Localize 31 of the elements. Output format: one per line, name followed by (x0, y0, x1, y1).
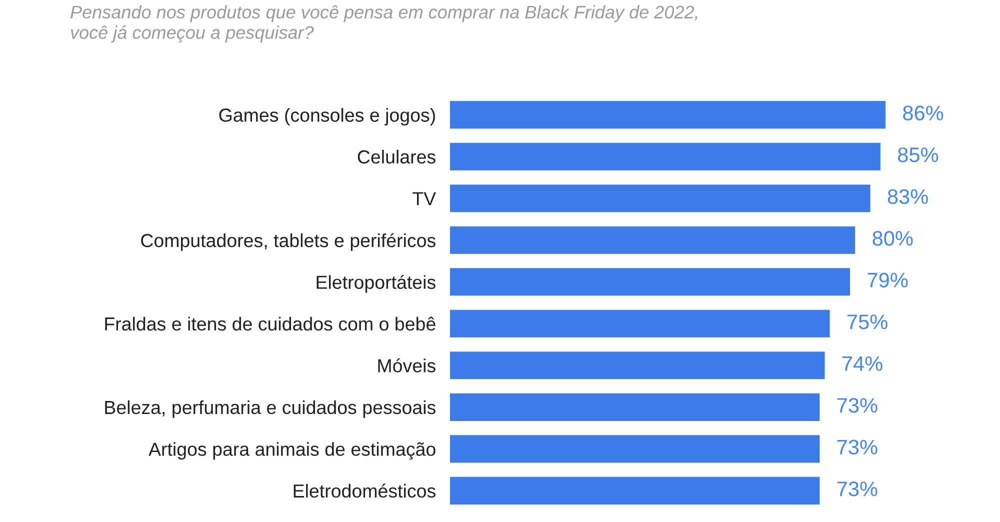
bar (450, 268, 850, 296)
bar (450, 476, 820, 504)
data-label: 73% (837, 440, 878, 455)
bar (450, 226, 856, 254)
data-label: 74% (842, 356, 882, 371)
y-tick-label: Fraldas e itens de cuidados com o bebê (105, 316, 436, 331)
y-tick-label: Beleza, perfumaria e cuidados pessoais (105, 400, 436, 418)
bar (450, 352, 825, 380)
y-tick-label: Celulares (358, 150, 436, 164)
bar (450, 142, 880, 170)
chart-title: Pensando nos produtos que você pensa em comprar na Black Friday de 2022, você já começou a pesquisar? (70, 5, 698, 42)
bar (450, 310, 830, 338)
data-label: 73% (837, 398, 878, 413)
data-label: 85% (898, 147, 938, 162)
y-tick-label: Computadores, tablets e periféricos (141, 233, 436, 251)
data-label: 80% (872, 230, 913, 246)
y-tick-label: Artigos para animais de estimação (148, 442, 436, 460)
data-label: 73% (837, 482, 878, 496)
data-label: 79% (868, 272, 908, 288)
y-tick-label: Móveis (378, 358, 436, 372)
data-label: 75% (848, 314, 888, 330)
bar (450, 184, 870, 212)
y-tick-label: Games (consoles e jogos) (219, 108, 435, 126)
y-tick-label: Eletrodomésticos (294, 484, 436, 498)
bar (450, 393, 820, 421)
bar (450, 101, 886, 129)
y-tick-label: Eletroportáteis (316, 274, 436, 293)
data-label: 86% (903, 106, 944, 120)
bar (450, 435, 820, 463)
data-label: 83% (888, 189, 928, 204)
y-tick-label: TV (412, 192, 436, 206)
